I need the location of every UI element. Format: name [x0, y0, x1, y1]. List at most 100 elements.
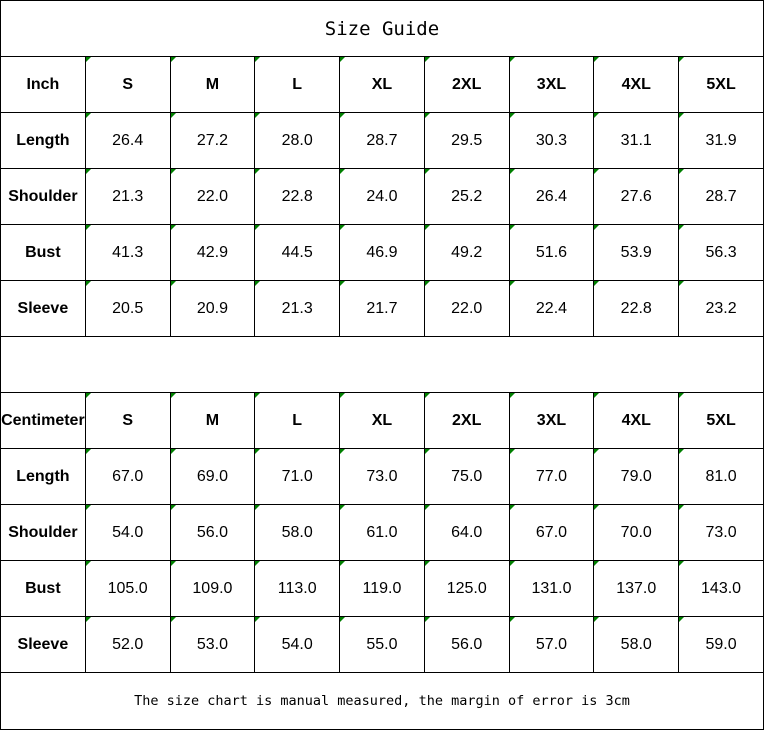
table-row: Length 26.4 27.2 28.0 28.7 29.5 30.3 31.1 31.9	[0, 112, 764, 169]
measurement-value: 113.0	[254, 560, 341, 617]
measurement-value: 67.0	[84, 448, 171, 505]
measurement-value: 56.0	[169, 504, 256, 561]
measurement-value: 21.7	[339, 280, 425, 337]
measurement-value: 24.0	[339, 168, 425, 225]
size-header: 5XL	[678, 392, 764, 449]
size-header: 5XL	[678, 56, 764, 113]
measurement-label: Bust	[0, 224, 86, 281]
measurement-value: 27.6	[593, 168, 680, 225]
header-row: Centimeter S M L XL 2XL 3XL 4XL 5XL	[0, 392, 764, 449]
measurement-value: 137.0	[593, 560, 680, 617]
table-row: Sleeve 20.5 20.9 21.3 21.7 22.0 22.4 22.8 23.2	[0, 280, 764, 337]
measurement-value: 21.3	[254, 280, 341, 337]
measurement-value: 73.0	[678, 504, 764, 561]
measurement-value: 109.0	[169, 560, 256, 617]
measurement-value: 51.6	[508, 224, 595, 281]
measurement-value: 30.3	[508, 112, 595, 169]
measurement-value: 105.0	[84, 560, 171, 617]
measurement-value: 69.0	[169, 448, 256, 505]
measurement-value: 54.0	[254, 616, 341, 673]
measurement-value: 29.5	[423, 112, 510, 169]
measurement-value: 67.0	[508, 504, 595, 561]
measurement-value: 71.0	[254, 448, 341, 505]
size-header: 4XL	[593, 56, 680, 113]
measurement-value: 61.0	[339, 504, 425, 561]
measurement-value: 49.2	[423, 224, 510, 281]
size-header: 4XL	[593, 392, 680, 449]
header-row: Inch S M L XL 2XL 3XL 4XL 5XL	[0, 56, 764, 113]
spacer-cell	[0, 336, 764, 393]
note-row: The size chart is manual measured, the m…	[0, 672, 764, 730]
measurement-value: 56.0	[423, 616, 510, 673]
measurement-value: 55.0	[339, 616, 425, 673]
table-row: Shoulder 54.0 56.0 58.0 61.0 64.0 67.0 70.0 73.0	[0, 504, 764, 561]
measurement-value: 27.2	[169, 112, 256, 169]
measurement-value: 28.0	[254, 112, 341, 169]
measurement-value: 79.0	[593, 448, 680, 505]
footnote: The size chart is manual measured, the m…	[0, 672, 764, 730]
measurement-value: 119.0	[339, 560, 425, 617]
measurement-label: Length	[0, 448, 86, 505]
measurement-value: 77.0	[508, 448, 595, 505]
measurement-label: Shoulder	[0, 504, 86, 561]
title-row: Size Guide	[0, 0, 764, 57]
measurement-value: 53.0	[169, 616, 256, 673]
table-row: Shoulder 21.3 22.0 22.8 24.0 25.2 26.4 27.6 28.7	[0, 168, 764, 225]
measurement-value: 70.0	[593, 504, 680, 561]
measurement-value: 73.0	[339, 448, 425, 505]
size-header: XL	[339, 56, 425, 113]
measurement-value: 59.0	[678, 616, 764, 673]
measurement-label: Sleeve	[0, 280, 86, 337]
measurement-label: Shoulder	[0, 168, 86, 225]
size-header: S	[84, 392, 171, 449]
measurement-value: 23.2	[678, 280, 764, 337]
size-header: 2XL	[423, 392, 510, 449]
measurement-value: 26.4	[84, 112, 171, 169]
measurement-label: Bust	[0, 560, 86, 617]
measurement-value: 21.3	[84, 168, 171, 225]
size-header: L	[254, 56, 341, 113]
measurement-value: 54.0	[84, 504, 171, 561]
size-header: 3XL	[508, 392, 595, 449]
measurement-value: 75.0	[423, 448, 510, 505]
measurement-label: Sleeve	[0, 616, 86, 673]
measurement-value: 81.0	[678, 448, 764, 505]
measurement-value: 64.0	[423, 504, 510, 561]
measurement-value: 131.0	[508, 560, 595, 617]
size-header: XL	[339, 392, 425, 449]
size-header: 3XL	[508, 56, 595, 113]
measurement-value: 143.0	[678, 560, 764, 617]
measurement-value: 58.0	[593, 616, 680, 673]
measurement-value: 125.0	[423, 560, 510, 617]
size-header: 2XL	[423, 56, 510, 113]
measurement-value: 22.4	[508, 280, 595, 337]
measurement-label: Length	[0, 112, 86, 169]
measurement-value: 44.5	[254, 224, 341, 281]
size-header: M	[169, 56, 256, 113]
measurement-value: 28.7	[678, 168, 764, 225]
measurement-value: 22.0	[423, 280, 510, 337]
measurement-value: 58.0	[254, 504, 341, 561]
size-header: L	[254, 392, 341, 449]
measurement-value: 46.9	[339, 224, 425, 281]
measurement-value: 22.8	[593, 280, 680, 337]
measurement-value: 26.4	[508, 168, 595, 225]
measurement-value: 22.8	[254, 168, 341, 225]
measurement-value: 52.0	[84, 616, 171, 673]
size-header: M	[169, 392, 256, 449]
table-row: Length 67.0 69.0 71.0 73.0 75.0 77.0 79.0 81.0	[0, 448, 764, 505]
table-row: Bust 41.3 42.9 44.5 46.9 49.2 51.6 53.9 56.3	[0, 224, 764, 281]
measurement-value: 53.9	[593, 224, 680, 281]
measurement-value: 31.9	[678, 112, 764, 169]
table-row: Sleeve 52.0 53.0 54.0 55.0 56.0 57.0 58.0 59.0	[0, 616, 764, 673]
size-header: S	[84, 56, 171, 113]
measurement-value: 20.5	[84, 280, 171, 337]
table-row: Bust 105.0 109.0 113.0 119.0 125.0 131.0 137.0 1…	[0, 560, 764, 617]
measurement-value: 56.3	[678, 224, 764, 281]
measurement-value: 57.0	[508, 616, 595, 673]
measurement-value: 25.2	[423, 168, 510, 225]
unit-header: Inch	[0, 56, 86, 113]
measurement-value: 28.7	[339, 112, 425, 169]
measurement-value: 31.1	[593, 112, 680, 169]
